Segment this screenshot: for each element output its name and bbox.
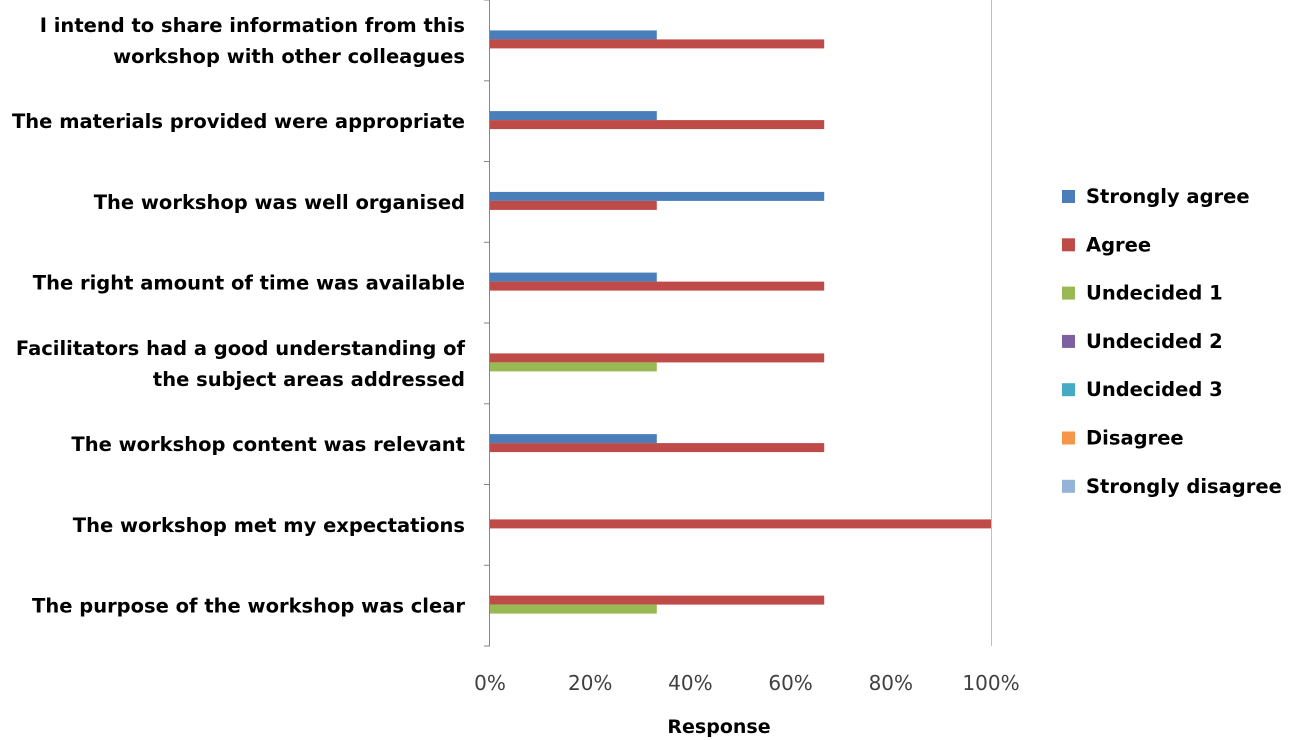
legend-swatch <box>1062 479 1075 493</box>
category-label: workshop with other colleagues <box>113 45 465 68</box>
legend-label: Undecided 1 <box>1086 282 1223 305</box>
category-label: I intend to share information from this <box>40 14 465 37</box>
legend-label: Strongly disagree <box>1086 475 1282 498</box>
bar-undecided-1-3 <box>490 362 657 372</box>
category-label: the subject areas addressed <box>153 368 465 391</box>
legend-swatch <box>1062 431 1075 445</box>
bar-undecided-1-0 <box>490 604 657 614</box>
bar-strongly-agree-5 <box>490 191 825 201</box>
bars-layer <box>490 30 991 614</box>
legend-label: Disagree <box>1086 427 1184 450</box>
legend-swatch <box>1062 190 1075 203</box>
category-label: The workshop was well organised <box>94 191 465 214</box>
legend-label: Strongly agree <box>1086 185 1250 208</box>
legend-label: Undecided 2 <box>1086 330 1223 353</box>
category-labels: The purpose of the workshop was clear The… <box>12 14 466 618</box>
legend-label: Undecided 3 <box>1086 378 1223 401</box>
x-axis-title: Response <box>667 716 770 738</box>
x-tick-label: 80% <box>869 671 913 695</box>
x-tick-label: 60% <box>768 671 812 695</box>
bar-agree-5 <box>490 200 657 210</box>
axes-layer <box>484 0 992 647</box>
category-label: The materials provided were appropriate <box>12 110 465 133</box>
bar-agree-0 <box>490 595 825 605</box>
legend-swatch <box>1062 286 1075 300</box>
x-tick-label: 100% <box>962 671 1019 695</box>
x-tick-label: 20% <box>568 671 612 695</box>
category-label: Facilitators had a good understanding of <box>16 337 466 360</box>
legend: Strongly agree Agree Undecided 1 Undecided … <box>1062 185 1282 498</box>
x-tick-label: 40% <box>668 671 712 695</box>
bar-agree-4 <box>490 281 825 291</box>
category-label: The purpose of the workshop was clear <box>32 595 465 618</box>
bar-strongly-agree-6 <box>490 111 657 121</box>
bar-strongly-agree-7 <box>490 30 657 40</box>
category-label: The workshop met my expectations <box>73 514 465 537</box>
category-label: The workshop content was relevant <box>71 433 465 456</box>
bar-agree-6 <box>490 120 825 130</box>
bar-agree-1 <box>490 519 991 529</box>
category-label: The right amount of time was available <box>33 272 465 295</box>
legend-swatch <box>1062 238 1075 252</box>
legend-label: Agree <box>1086 233 1151 256</box>
bar-agree-3 <box>490 353 825 363</box>
bar-agree-2 <box>490 443 825 453</box>
bar-strongly-agree-2 <box>490 434 657 444</box>
legend-swatch <box>1062 334 1075 348</box>
x-tick-labels: 0% 20% 40% 60% 80% 100% <box>474 671 1019 695</box>
bar-strongly-agree-4 <box>490 272 657 282</box>
bar-agree-7 <box>490 39 825 49</box>
legend-swatch <box>1062 383 1075 397</box>
x-tick-label: 0% <box>474 671 506 695</box>
